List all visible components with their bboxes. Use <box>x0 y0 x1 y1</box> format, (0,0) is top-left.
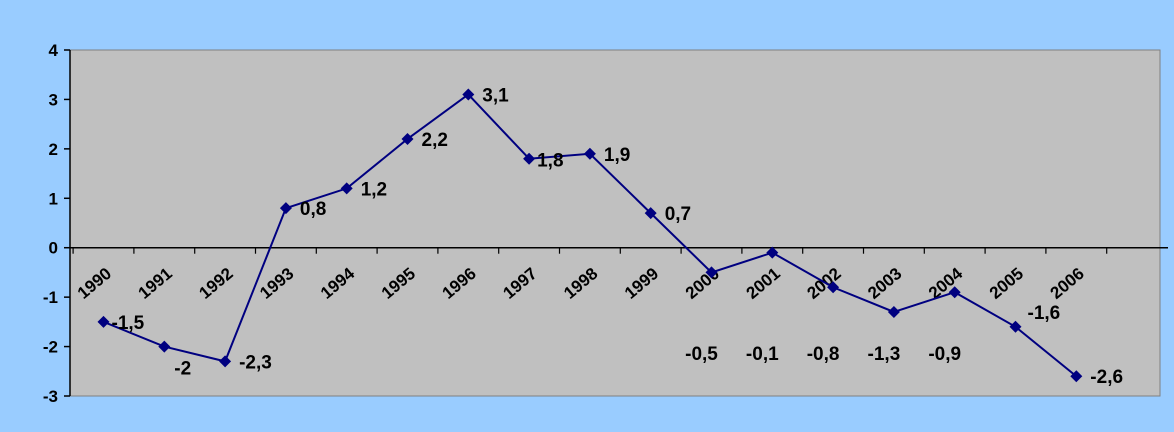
data-label: -2,3 <box>239 352 272 373</box>
data-point-marker <box>644 207 657 220</box>
data-label: 1,8 <box>537 151 563 172</box>
data-point-marker <box>1009 320 1022 333</box>
data-point-marker <box>158 340 171 353</box>
data-point-marker <box>279 202 292 215</box>
data-point-marker <box>948 286 961 299</box>
data-point-marker <box>219 355 232 368</box>
data-label: -1,6 <box>1028 303 1061 324</box>
data-point-marker <box>705 266 718 279</box>
data-labels: -1,5 -2 -2,3 0,8 1,2 2,2 3,1 1,8 1,9 0,7 -0,5 -0,1 -… <box>112 85 1124 388</box>
y-tick-label: 1 <box>49 189 58 208</box>
data-label: 3,1 <box>482 85 509 106</box>
data-point-marker <box>401 132 414 145</box>
data-label: 1,9 <box>604 145 630 166</box>
data-point-marker <box>1070 370 1083 383</box>
data-label: -1,3 <box>868 344 901 365</box>
data-point-marker <box>523 152 536 165</box>
y-tick-label: 0 <box>49 239 58 258</box>
data-label: -2,6 <box>1090 367 1123 388</box>
y-axis-ticks: -3 -2 -1 0 1 2 3 4 <box>43 41 70 406</box>
data-label: -0,9 <box>928 344 961 365</box>
y-tick-label: -2 <box>43 338 58 357</box>
data-label: -1,5 <box>112 313 145 334</box>
data-point-marker <box>97 315 110 328</box>
data-markers <box>97 88 1083 383</box>
y-tick-label: 3 <box>49 90 58 109</box>
y-tick-label: 2 <box>49 140 58 159</box>
data-point-marker <box>462 88 475 101</box>
data-label: 1,2 <box>361 179 387 200</box>
data-label: -0,1 <box>746 344 779 365</box>
data-label: 0,7 <box>665 204 691 225</box>
data-point-marker <box>766 246 779 259</box>
data-label: -2 <box>174 359 191 380</box>
data-point-marker <box>340 182 353 195</box>
y-tick-label: -1 <box>43 288 58 307</box>
y-tick-label: 4 <box>49 41 59 60</box>
y-tick-label: -3 <box>43 387 58 406</box>
data-label: -0,8 <box>807 344 840 365</box>
data-label: 0,8 <box>300 199 326 220</box>
data-point-marker <box>827 281 840 294</box>
data-point-marker <box>583 147 596 160</box>
data-label: -0,5 <box>685 344 718 365</box>
data-label: 2,2 <box>422 130 448 151</box>
data-point-marker <box>887 305 900 318</box>
plot-area <box>69 49 1161 397</box>
